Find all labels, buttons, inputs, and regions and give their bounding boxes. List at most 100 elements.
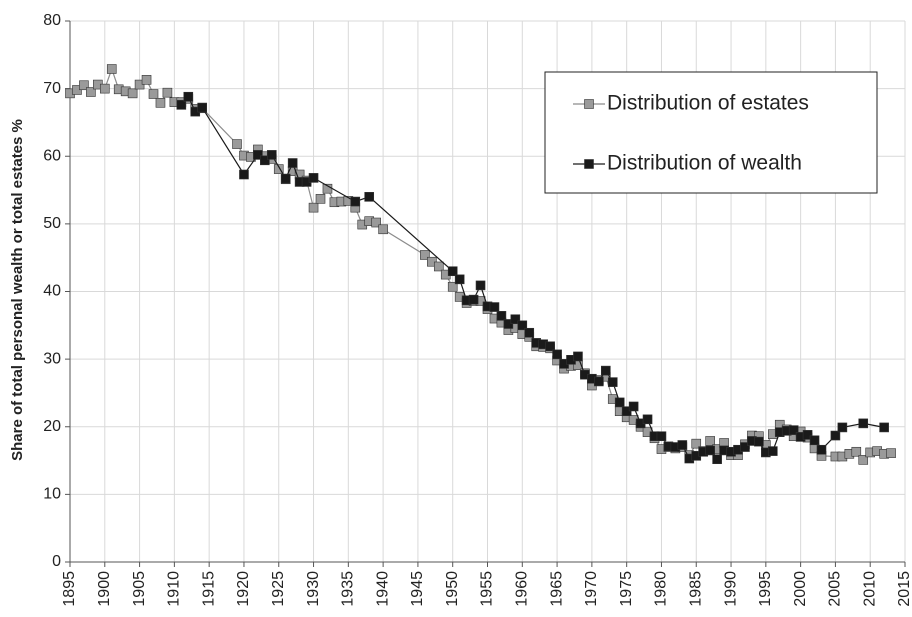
data-point: [545, 341, 555, 352]
data-point: [371, 217, 381, 228]
data-point: [232, 139, 242, 149]
x-tick-label: 1975: [618, 571, 635, 607]
data-point: [628, 401, 639, 412]
data-point: [858, 418, 869, 429]
x-tick-label: 1980: [653, 571, 670, 607]
x-tick-label: 1905: [131, 571, 148, 607]
data-point: [280, 173, 291, 184]
data-point: [656, 431, 667, 442]
data-point: [378, 224, 388, 235]
y-tick-label: 0: [52, 553, 61, 570]
data-point: [614, 397, 625, 408]
data-point: [176, 100, 187, 110]
data-point: [364, 192, 375, 202]
y-tick-label: 20: [43, 418, 61, 435]
data-point: [162, 87, 173, 98]
x-tick-label: 1900: [96, 571, 113, 607]
x-tick-label: 2000: [792, 571, 809, 607]
data-point: [433, 261, 444, 272]
x-tick-label: 1990: [722, 571, 739, 607]
x-tick-label: 1920: [235, 571, 252, 607]
data-point: [148, 89, 159, 99]
data-point: [287, 158, 298, 168]
data-point: [454, 274, 465, 285]
data-point: [239, 169, 249, 180]
data-point: [594, 376, 604, 387]
legend: Distribution of estates Distribution of w…: [544, 71, 878, 194]
data-point: [517, 320, 528, 331]
data-point: [600, 365, 611, 376]
legend-label: Distribution of estates: [607, 92, 809, 115]
data-point: [475, 280, 486, 291]
data-point: [552, 349, 562, 360]
data-point: [691, 438, 702, 449]
data-point: [788, 425, 799, 435]
data-point: [705, 436, 715, 446]
x-tick-label: 2010: [861, 571, 878, 607]
data-point: [712, 454, 722, 465]
data-point: [266, 150, 277, 160]
data-point: [642, 414, 653, 425]
data-point: [99, 83, 110, 94]
data-point: [447, 281, 458, 292]
data-point: [886, 448, 896, 458]
data-point: [879, 422, 889, 433]
data-point: [816, 444, 827, 455]
y-tick-label: 10: [43, 486, 61, 503]
data-point: [155, 98, 166, 108]
data-point: [183, 91, 194, 102]
x-tick-label: 1910: [166, 571, 183, 607]
data-point: [524, 327, 535, 338]
data-point: [86, 87, 96, 97]
x-tick-label: 1945: [409, 571, 426, 607]
data-point: [677, 440, 688, 450]
data-point: [740, 442, 750, 452]
data-point: [273, 164, 284, 174]
data-point: [106, 64, 117, 74]
x-tick-label: 1995: [757, 571, 774, 607]
x-tick-label: 2005: [827, 571, 844, 607]
data-point: [127, 88, 138, 99]
x-tick-label: 1925: [270, 571, 287, 607]
x-tick-label: 1915: [200, 571, 217, 607]
x-tick-label: 1950: [444, 571, 461, 607]
data-point: [197, 102, 208, 113]
data-point: [809, 435, 820, 446]
y-tick-label: 70: [43, 80, 61, 97]
data-point: [767, 446, 778, 456]
data-point: [350, 196, 361, 207]
data-point: [447, 266, 458, 277]
legend-marker: [584, 159, 594, 169]
x-tick-label: 1970: [583, 571, 600, 607]
data-point: [802, 430, 813, 440]
x-tick-label: 1940: [374, 571, 391, 607]
data-point: [79, 80, 89, 91]
y-tick-label: 80: [43, 12, 61, 29]
x-tick-label: 1935: [340, 571, 357, 607]
data-point: [308, 173, 319, 183]
y-axis-label: Share of total personal wealth or total …: [9, 119, 26, 461]
data-point: [830, 430, 841, 441]
data-point: [510, 314, 521, 325]
data-point: [253, 150, 263, 160]
data-point: [489, 302, 500, 312]
x-tick-label: 1985: [687, 571, 704, 607]
data-point: [573, 351, 583, 362]
data-point: [496, 311, 507, 321]
x-tick-label: 1895: [61, 571, 78, 607]
data-point: [607, 377, 618, 387]
x-tick-label: 1960: [514, 571, 531, 607]
data-point: [260, 155, 270, 166]
legend-box: [544, 71, 878, 194]
x-tick-label: 1930: [305, 571, 322, 607]
data-point: [468, 294, 479, 305]
x-tick-label: 1955: [479, 571, 496, 607]
data-point: [858, 455, 869, 465]
x-tick-label: 1965: [548, 571, 565, 607]
y-tick-label: 40: [43, 283, 61, 300]
legend-label: Distribution of wealth: [607, 152, 802, 175]
data-point: [420, 250, 430, 260]
y-tick-label: 50: [43, 215, 61, 232]
data-point: [315, 194, 326, 204]
data-point: [851, 446, 862, 457]
